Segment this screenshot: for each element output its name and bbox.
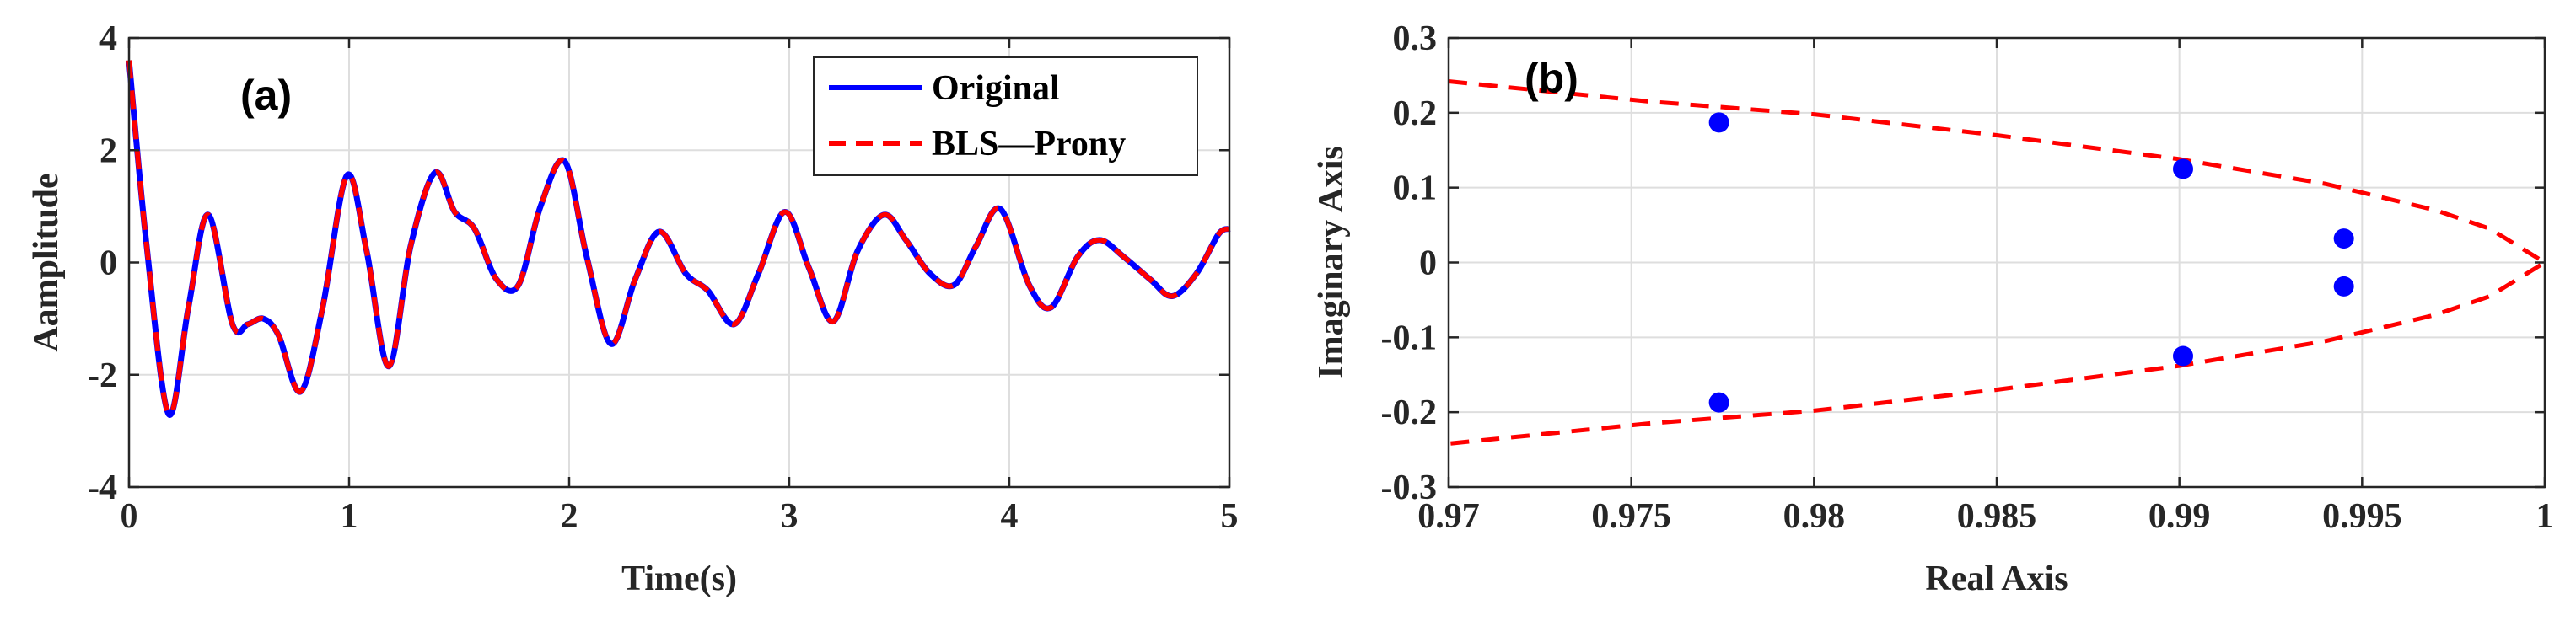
panel-b-x-tick-label: 0.97 [1417,497,1480,536]
panel-b-x-tick-label: 1 [2536,497,2554,536]
panel-a-y-tick-label: 4 [99,19,117,58]
panel-a-x-tick-label: 3 [781,497,799,536]
panel-a-x-tick-label: 2 [561,497,578,536]
pole-point [2333,276,2354,297]
panel-a-label: (a) [240,72,292,119]
panel-a-x-axis-label: Time(s) [621,559,737,598]
panel-b-points [1708,112,2354,413]
pole-point [2333,228,2354,249]
panel-b-y-tick-label: -0.3 [1381,468,1438,507]
panel-a-x-tick-label: 0 [121,497,138,536]
panel-b-y-tick-label: -0.1 [1381,319,1438,357]
legend-box [813,56,1198,176]
panel-a-y-tick-label: -4 [88,468,117,507]
panel-b-y-tick-label: 0 [1419,244,1437,283]
panel-b-x-tick-label: 0.995 [2322,497,2402,536]
panel-a-lines [126,60,1231,418]
panel-b-x-tick-label: 0.985 [1957,497,2037,536]
panel-a-y-tick-label: 2 [99,131,117,170]
panel-b-pole-plot: 0.97 0.975 0.98 0.985 0.99 0.995 1 -0.3 -0.2 -0.1… [1312,19,2554,598]
panel-a-y-axis-label: Aamplitude [27,173,66,351]
pole-point [1708,392,1729,413]
panel-b-x-tick-label: 0.99 [2148,497,2211,536]
panel-a-x-tick-label: 4 [1001,497,1019,536]
panel-b-y-tick-label: 0.2 [1393,94,1438,133]
panel-a-x-tick-label: 1 [341,497,358,536]
panel-b-label: (b) [1525,55,1578,102]
panel-b-x-tick-label: 0.975 [1591,497,1671,536]
panel-b-boundary [1448,79,2549,446]
panel-a-y-tick-label: -2 [88,356,117,395]
stability-boundary-curve [1448,79,2549,446]
panel-b-x-tick-label: 0.98 [1783,497,1846,536]
panel-b-y-axis-label: Imaginary Axis [1312,146,1351,379]
legend-label-original: Original [932,69,1060,108]
panel-a-x-tick-label: 5 [1221,497,1239,536]
panel-b-y-tick-label: -0.2 [1381,393,1438,432]
pole-point [2173,158,2193,179]
panel-a-time-series: 0 1 2 3 4 5 -4 -2 0 2 4 Time(s) Aamplitude (a) Ori… [27,19,1239,598]
pole-point [2173,345,2193,367]
panel-a-legend: Original BLS—Prony [813,56,1198,176]
pole-point [1708,112,1729,133]
panel-b-grid [1448,37,2546,488]
legend-label-bls-prony: BLS—Prony [932,125,1126,163]
panel-a-ticks: 0 1 2 3 4 5 -4 -2 0 2 4 [88,19,1239,536]
panel-b-ticks: 0.97 0.975 0.98 0.985 0.99 0.995 1 -0.3 -0.2 -0.1… [1381,19,2554,536]
panel-b-y-tick-label: 0.3 [1393,19,1438,58]
panel-b-y-tick-label: 0.1 [1393,169,1438,208]
panel-a-y-tick-label: 0 [99,244,117,283]
series-bls-prony-line [126,60,1231,418]
panel-b-x-axis-label: Real Axis [1925,559,2068,598]
